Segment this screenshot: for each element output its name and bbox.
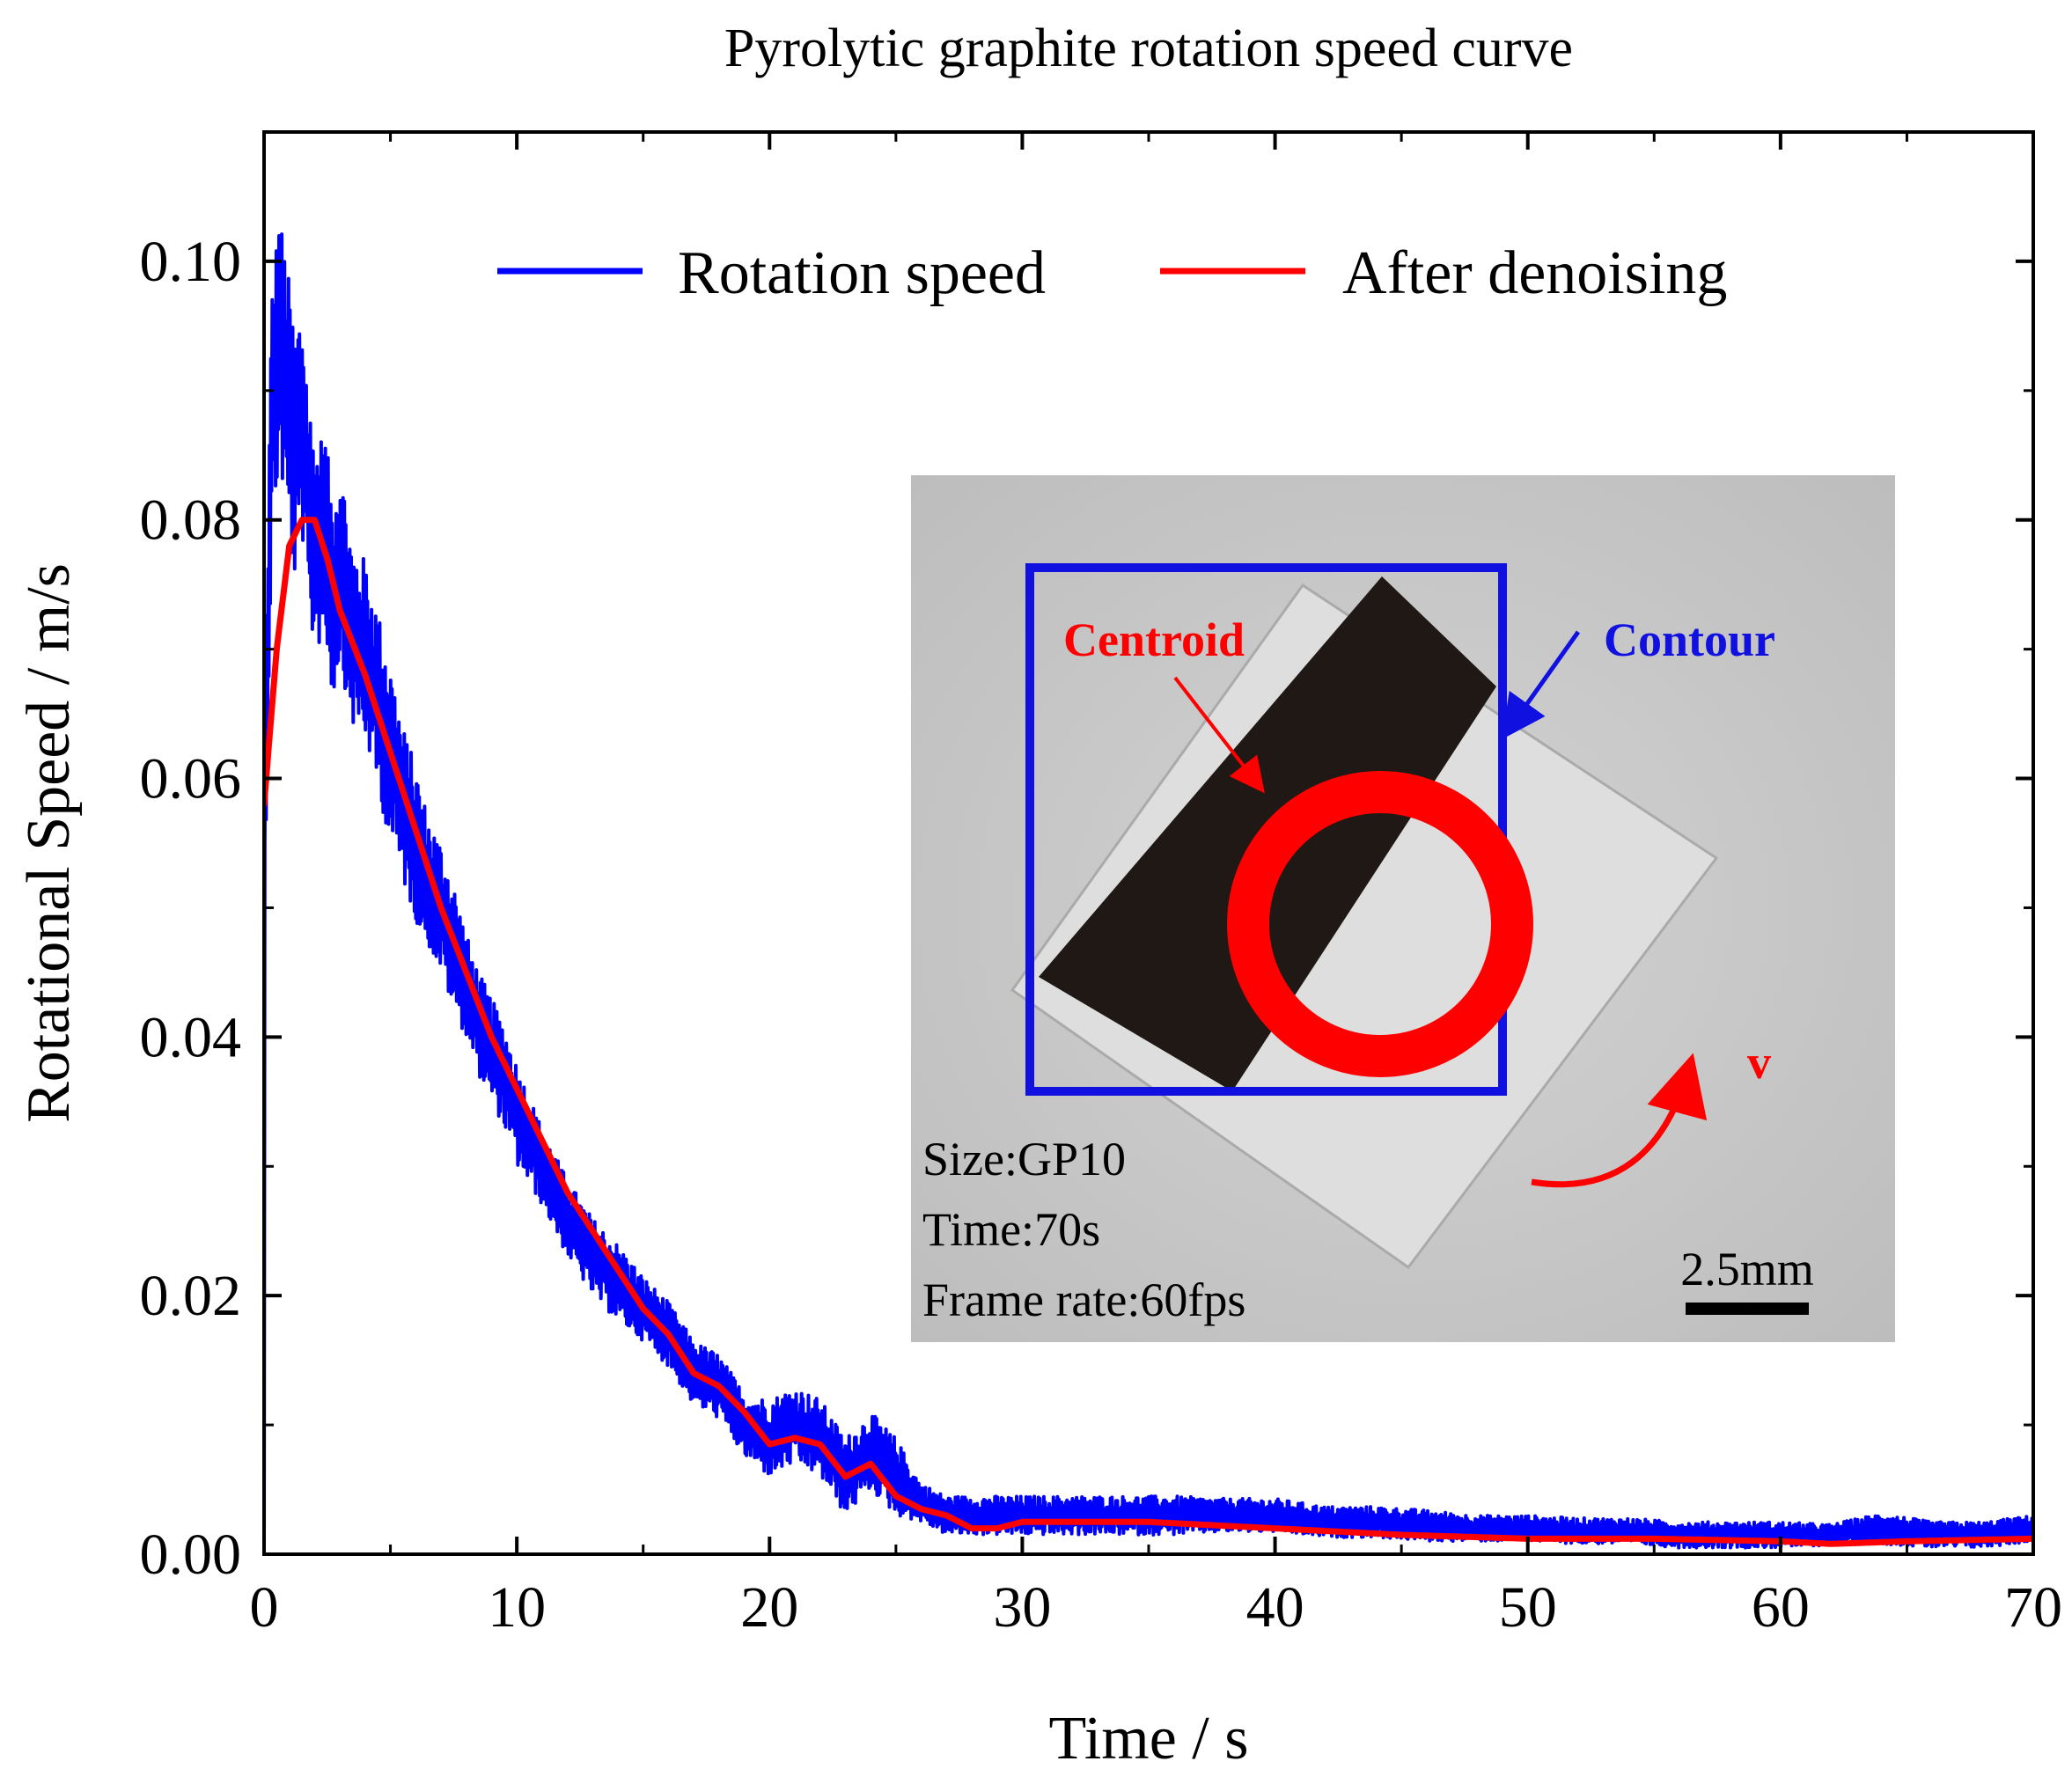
legend-label-after-denoising: After denoising [1342,239,1727,307]
legend: Rotation speed After denoising [497,239,1727,307]
x-tick-label: 10 [488,1575,546,1640]
centroid-label: Centroid [1063,613,1245,666]
x-tick-label: 60 [1752,1575,1810,1640]
series-layer [264,232,2033,1554]
centroid-ring [1227,771,1533,1077]
legend-label-rotation-speed: Rotation speed [678,239,1046,307]
series-rotation-speed [264,232,2033,1554]
chart-title: Pyrolytic graphite rotation speed curve [724,18,1573,78]
y-axis-ticks: 0.00 0.02 0.04 0.06 0.08 0.10 [140,230,2033,1587]
x-tick-label: 70 [2004,1575,2062,1640]
time-label: Time:70s [922,1203,1100,1256]
y-axis-label: Rotational Speed / m/s [15,563,83,1123]
x-axis-ticks: 0 10 20 30 40 50 60 70 [250,132,2062,1640]
y-tick-label: 0.08 [140,488,242,553]
size-label: Size:GP10 [922,1133,1126,1185]
x-tick-label: 0 [250,1575,279,1640]
y-tick-label: 0.04 [140,1005,242,1069]
contour-arrow [1502,630,1581,740]
x-tick-label: 20 [740,1575,798,1640]
x-tick-label: 40 [1246,1575,1304,1640]
centroid-arrow [1173,676,1265,794]
y-tick-label: 0.06 [140,747,242,811]
x-tick-label: 50 [1499,1575,1557,1640]
frame-rate-label: Frame rate:60fps [922,1273,1245,1326]
series-after-denoising [264,517,2033,1547]
inset-image: Centroid Contour v Size:GP10 Time:70s Fr… [911,475,1895,1342]
x-axis-label: Time / s [1049,1705,1249,1772]
scale-bar [1686,1303,1809,1315]
sample-light-plate [1010,583,1719,1270]
x-tick-label: 30 [993,1575,1051,1640]
velocity-label: v [1747,1036,1771,1089]
scale-bar-label: 2.5mm [1680,1243,1814,1295]
velocity-arrow [1531,1053,1708,1188]
y-tick-label: 0.00 [140,1523,242,1587]
contour-label: Contour [1604,613,1775,666]
y-tick-label: 0.10 [140,230,242,294]
y-tick-label: 0.02 [140,1264,242,1328]
contour-box [1025,563,1507,1096]
